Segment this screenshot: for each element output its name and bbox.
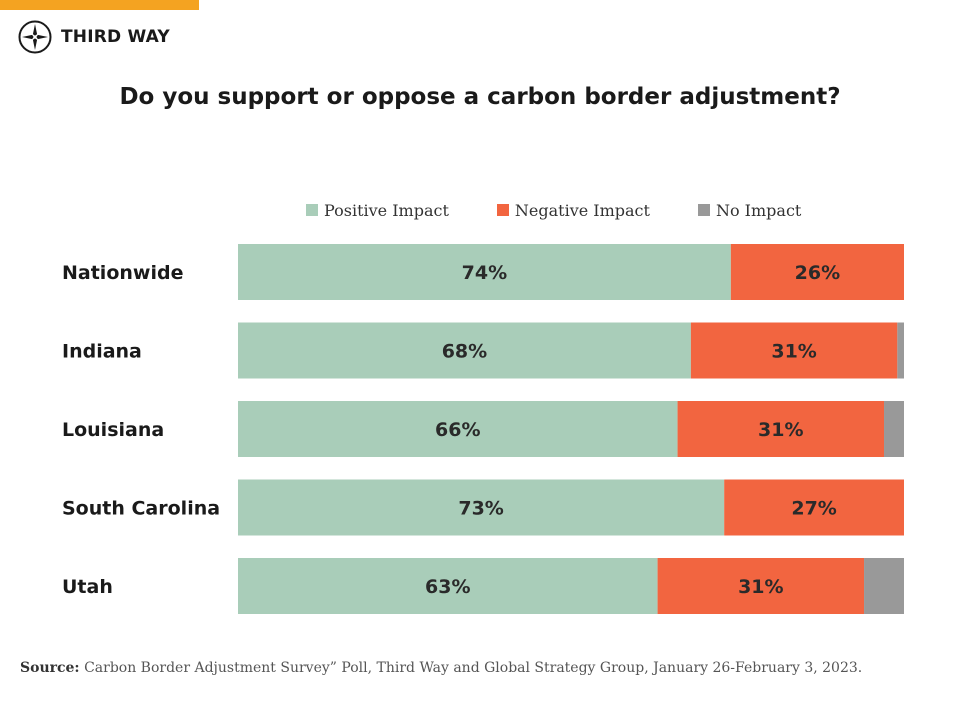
compass-star-icon — [18, 20, 52, 54]
legend-label: Positive Impact — [324, 200, 449, 220]
bar-segment — [238, 479, 725, 536]
legend-item: Negative Impact — [496, 200, 650, 220]
category-label: Louisiana — [62, 419, 164, 441]
data-label: 74% — [462, 262, 507, 284]
legend-label: Negative Impact — [514, 200, 650, 220]
data-label: 26% — [795, 262, 840, 284]
category-label: Indiana — [62, 341, 142, 363]
chart-title: Do you support or oppose a carbon border… — [119, 84, 841, 110]
data-label: 27% — [791, 498, 836, 520]
bar-segment — [864, 558, 904, 614]
bar-segment — [657, 558, 865, 614]
bar-segment — [690, 322, 898, 379]
legend-swatch — [496, 204, 509, 216]
category-label: South Carolina — [62, 498, 220, 520]
data-label: 66% — [435, 419, 480, 441]
bar-segment — [677, 401, 885, 457]
top-accent-bar — [0, 0, 199, 10]
brand-logo: THIRD WAY — [18, 20, 170, 54]
bar-segment — [238, 558, 658, 614]
bar-segment — [730, 244, 904, 300]
bar-segment — [238, 244, 731, 300]
data-label: 68% — [442, 341, 487, 363]
legend-item: Positive Impact — [306, 201, 449, 220]
source-label: Source: — [20, 660, 80, 676]
data-label: 73% — [458, 498, 503, 520]
data-label: 63% — [425, 576, 470, 598]
legend-swatch — [306, 204, 318, 216]
legend-swatch — [697, 204, 710, 216]
bar-segment — [897, 322, 904, 379]
brand-name: THIRD WAY — [61, 27, 170, 47]
bar-segment — [884, 401, 904, 457]
category-label: Nationwide — [62, 262, 183, 284]
category-label: Utah — [62, 576, 113, 598]
legend-item: No Impact — [697, 200, 802, 220]
bar-segment — [238, 322, 691, 379]
data-label: 31% — [771, 341, 816, 363]
data-label: 31% — [758, 419, 803, 441]
source-text: Carbon Border Adjustment Survey” Poll, T… — [84, 660, 863, 676]
bar-segment — [724, 479, 904, 536]
data-label: 31% — [738, 576, 783, 598]
stacked-bar-chart: Nationwide 74% 26% Indiana 68% 31% Louisiana 66… — [62, 244, 904, 614]
bar-segment — [238, 401, 678, 457]
chart-legend: Positive Impact Negative Impact No Impact — [306, 199, 801, 221]
legend-label: No Impact — [715, 200, 802, 220]
source-note: Source: Carbon Border Adjustment Survey”… — [20, 660, 940, 676]
